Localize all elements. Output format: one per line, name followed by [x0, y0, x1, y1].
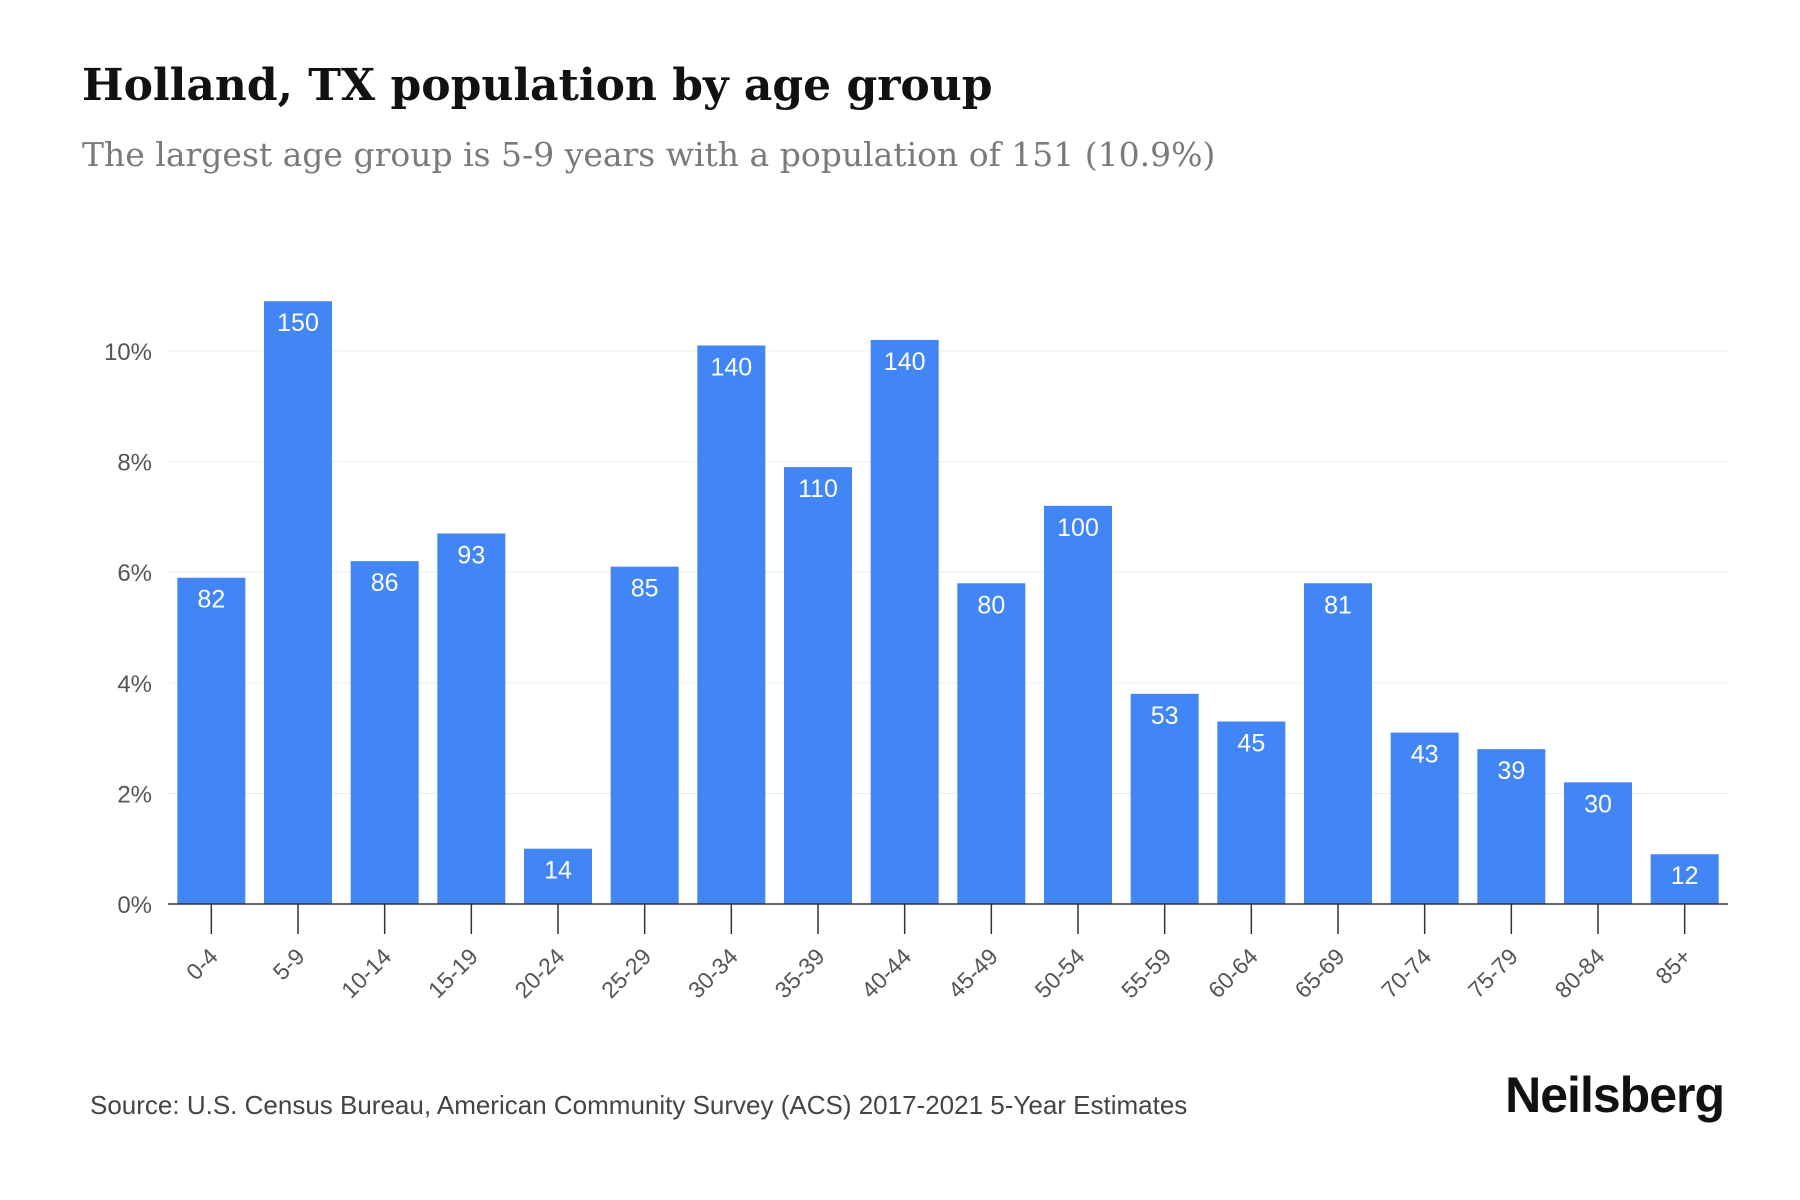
brand-logo[interactable]: Neilsberg [1505, 1067, 1725, 1123]
bar-20-24 [524, 848, 592, 904]
bar-value-label: 140 [710, 353, 752, 381]
bar-value-label: 110 [798, 475, 838, 503]
bar-value-label: 43 [1411, 741, 1439, 769]
x-tick-label: 55-59 [1116, 943, 1176, 1003]
x-tick-label: 25-29 [596, 943, 656, 1003]
bar-50-54 [1044, 505, 1112, 904]
y-tick-label: 8% [117, 450, 152, 477]
bars: 82 150 86 93 14 85 140 110 140 80 100 53 45 81 43 39 30 1… [177, 301, 1719, 905]
x-tick-label: 45-49 [943, 943, 1003, 1003]
x-tick-label: 80-84 [1550, 943, 1610, 1003]
source-note: Source: U.S. Census Bureau, American Com… [90, 1090, 1188, 1120]
bar-65-69 [1304, 583, 1372, 904]
bar-value-label: 100 [1057, 514, 1099, 542]
x-tick-label: 15-19 [423, 943, 483, 1003]
x-tick-label: 30-34 [683, 943, 743, 1003]
x-axis: 0-4 5-9 10-14 15-19 20-24 25-29 30-34 35-39 40-4… [168, 903, 1728, 1003]
y-tick-label: 2% [117, 781, 152, 808]
chart-title: Holland, TX population by age group [82, 60, 993, 111]
x-tick-label: 5-9 [268, 943, 310, 985]
bar-value-label: 150 [277, 309, 319, 337]
bar-value-label: 85 [631, 575, 659, 603]
x-tick-label: 60-64 [1203, 943, 1263, 1003]
bar-15-19 [437, 533, 506, 904]
y-tick-label: 10% [104, 339, 152, 366]
y-axis: 0% 2% 4% 6% 8% 10% [104, 339, 152, 919]
bar-40-44 [870, 339, 939, 904]
bar-70-74 [1390, 732, 1459, 904]
x-tick-label: 0-4 [181, 943, 223, 985]
x-tick-label: 40-44 [856, 943, 916, 1003]
bar-value-label: 39 [1497, 757, 1525, 785]
bar-value-label: 30 [1584, 790, 1612, 818]
bar-5-9 [264, 301, 332, 905]
x-tick-label: 85+ [1650, 943, 1696, 989]
x-tick-label: 50-54 [1030, 943, 1090, 1003]
bar-55-59 [1130, 693, 1199, 904]
bar-value-label: 86 [371, 569, 399, 597]
x-tick-label: 35-39 [770, 943, 830, 1003]
bar-value-label: 45 [1237, 730, 1265, 758]
grid-lines [168, 350, 1728, 794]
bar-10-14 [350, 561, 419, 904]
bar-30-34 [697, 345, 766, 905]
bar-value-label: 80 [977, 591, 1005, 619]
bar-60-64 [1217, 721, 1286, 904]
bar-value-label: 14 [544, 857, 572, 885]
bar-value-label: 82 [197, 586, 225, 614]
x-tick-label: 20-24 [510, 943, 570, 1003]
bar-75-79 [1477, 749, 1546, 904]
x-tick-label: 70-74 [1376, 943, 1436, 1003]
bar-0-4 [177, 577, 246, 904]
bar-value-label: 93 [457, 541, 485, 569]
bar-35-39 [784, 467, 852, 904]
chart-subtitle: The largest age group is 5-9 years with … [82, 135, 1216, 174]
x-tick-label: 65-69 [1290, 943, 1350, 1003]
bar-value-label: 81 [1324, 591, 1352, 619]
y-tick-label: 0% [117, 892, 152, 919]
bar-45-49 [957, 583, 1026, 904]
y-tick-label: 6% [117, 560, 152, 587]
x-tick-label: 75-79 [1463, 943, 1523, 1003]
bar-80-84 [1564, 782, 1632, 904]
bar-25-29 [610, 566, 679, 904]
bar-value-label: 12 [1671, 862, 1699, 890]
bar-value-label: 140 [884, 348, 926, 376]
bar-value-label: 53 [1151, 702, 1179, 730]
x-tick-label: 10-14 [336, 943, 396, 1003]
y-tick-label: 4% [117, 671, 152, 698]
bar-85+ [1650, 854, 1719, 904]
